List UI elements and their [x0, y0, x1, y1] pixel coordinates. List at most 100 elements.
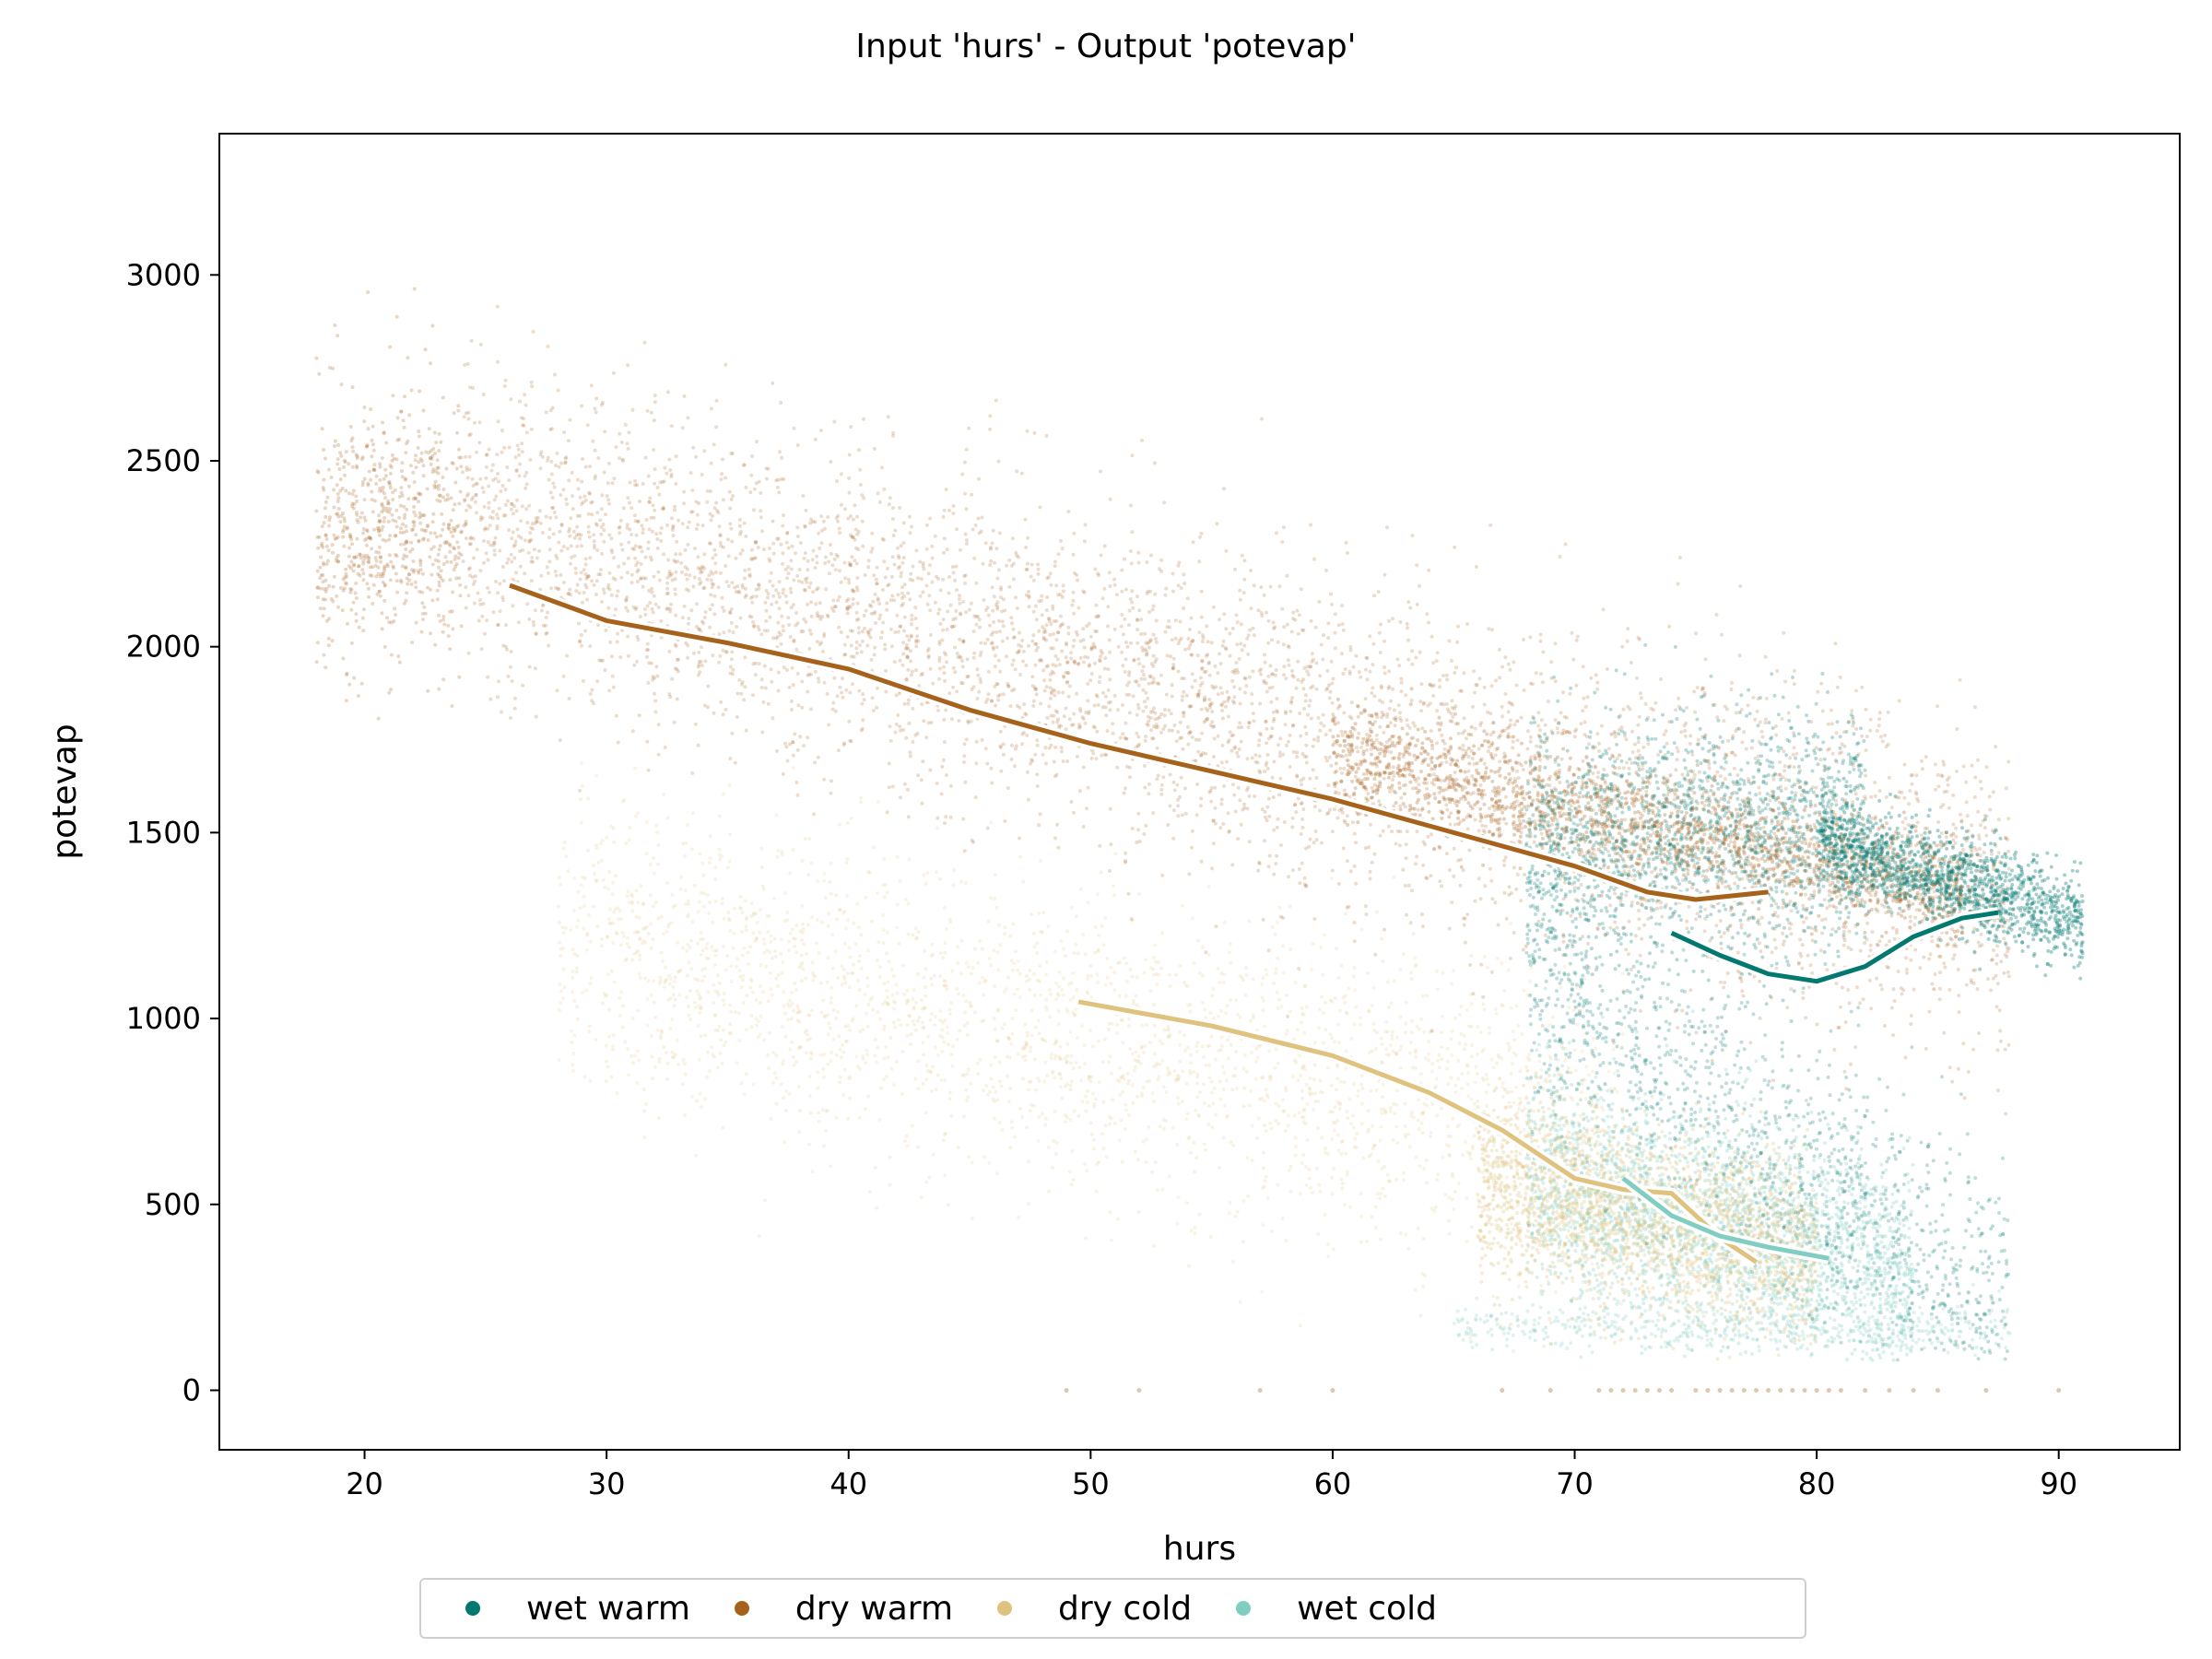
- data-point: [1178, 964, 1182, 968]
- data-point: [1267, 1049, 1271, 1053]
- data-point: [575, 925, 579, 929]
- data-point: [865, 976, 869, 980]
- data-point: [1185, 1201, 1189, 1205]
- data-point: [1779, 1171, 1783, 1174]
- data-point: [1526, 1101, 1530, 1105]
- data-point: [1870, 1340, 1874, 1344]
- data-point: [1039, 930, 1042, 934]
- data-point: [1611, 1102, 1615, 1106]
- data-point: [865, 1049, 868, 1053]
- data-point: [1642, 1272, 1646, 1276]
- data-point: [1704, 1311, 1708, 1314]
- data-point: [1900, 1265, 1903, 1269]
- data-point: [1435, 1113, 1439, 1117]
- data-point: [1010, 1126, 1014, 1130]
- data-point: [829, 1164, 832, 1168]
- data-point: [1891, 1332, 1895, 1335]
- data-point: [1850, 1311, 1853, 1314]
- data-point: [1918, 1306, 1922, 1310]
- data-point: [1392, 1102, 1395, 1106]
- data-point: [1491, 1295, 1495, 1299]
- data-point: [1152, 1100, 1156, 1103]
- data-point: [1854, 1324, 1858, 1328]
- data-point: [1735, 1293, 1739, 1297]
- data-point: [912, 988, 916, 992]
- data-point: [1353, 1022, 1357, 1026]
- data-point: [1222, 981, 1226, 984]
- data-point: [1207, 953, 1211, 957]
- data-point: [886, 891, 889, 895]
- data-point: [1081, 1100, 1085, 1103]
- data-point: [1822, 1271, 1826, 1275]
- data-point: [673, 1005, 677, 1008]
- data-point: [1907, 1181, 1911, 1184]
- data-point: [1589, 1325, 1593, 1329]
- data-point: [1610, 1115, 1614, 1119]
- data-point: [830, 1001, 833, 1005]
- data-point: [792, 1064, 795, 1067]
- data-point: [877, 940, 880, 944]
- data-point: [1712, 1285, 1715, 1288]
- data-point: [1451, 1197, 1454, 1201]
- data-point: [1104, 983, 1108, 987]
- data-point: [1065, 1061, 1069, 1065]
- data-point: [1075, 914, 1078, 918]
- data-point: [794, 1060, 798, 1064]
- data-point: [1352, 1126, 1356, 1130]
- data-point: [1600, 1264, 1604, 1267]
- data-point: [1287, 1124, 1290, 1127]
- data-point: [662, 793, 665, 796]
- data-point: [922, 1082, 925, 1086]
- data-point: [1817, 1179, 1820, 1182]
- data-point: [1834, 1327, 1838, 1331]
- data-point: [1615, 1157, 1618, 1160]
- data-point: [1210, 994, 1214, 997]
- data-point: [951, 1044, 955, 1048]
- data-point: [1926, 1322, 1930, 1325]
- data-point: [618, 996, 622, 1000]
- data-point: [1252, 1016, 1255, 1019]
- data-point: [1288, 947, 1292, 951]
- data-point: [1087, 973, 1090, 977]
- data-point: [1374, 1047, 1378, 1051]
- data-point: [1705, 1330, 1709, 1334]
- data-point: [1337, 1041, 1341, 1044]
- data-point: [1097, 1039, 1100, 1042]
- data-point: [1465, 1082, 1469, 1086]
- data-point: [815, 942, 818, 946]
- data-point: [1915, 1324, 1919, 1328]
- data-point: [1186, 1112, 1190, 1115]
- data-point: [1825, 1194, 1829, 1198]
- data-point: [799, 1045, 803, 1049]
- data-point: [1123, 957, 1126, 960]
- data-point: [1102, 1100, 1106, 1104]
- data-point: [621, 1026, 625, 1030]
- data-point: [1539, 1284, 1543, 1288]
- data-point: [759, 984, 762, 988]
- data-point: [1687, 1347, 1690, 1351]
- data-point: [1558, 1235, 1561, 1239]
- data-point: [1837, 1331, 1841, 1335]
- data-point: [1587, 1164, 1591, 1168]
- data-point: [1422, 1237, 1426, 1241]
- data-point: [982, 1155, 986, 1159]
- data-point: [1557, 1320, 1560, 1324]
- data-point: [1665, 1345, 1668, 1348]
- data-point: [1300, 1161, 1304, 1165]
- data-point: [1300, 1097, 1304, 1100]
- data-point: [1533, 1323, 1536, 1326]
- data-point: [998, 1121, 1002, 1124]
- data-point: [1322, 1041, 1325, 1045]
- data-point: [1360, 928, 1364, 932]
- data-point: [882, 941, 886, 945]
- data-point: [1500, 961, 1504, 965]
- data-point: [722, 793, 725, 796]
- data-point: [1453, 1017, 1457, 1020]
- data-point: [1324, 1147, 1327, 1150]
- data-point: [735, 1061, 738, 1065]
- data-point: [921, 1021, 924, 1025]
- data-point: [1475, 1343, 1478, 1347]
- data-point: [1217, 1015, 1220, 1018]
- data-point: [830, 996, 833, 1000]
- data-point: [1086, 1100, 1089, 1104]
